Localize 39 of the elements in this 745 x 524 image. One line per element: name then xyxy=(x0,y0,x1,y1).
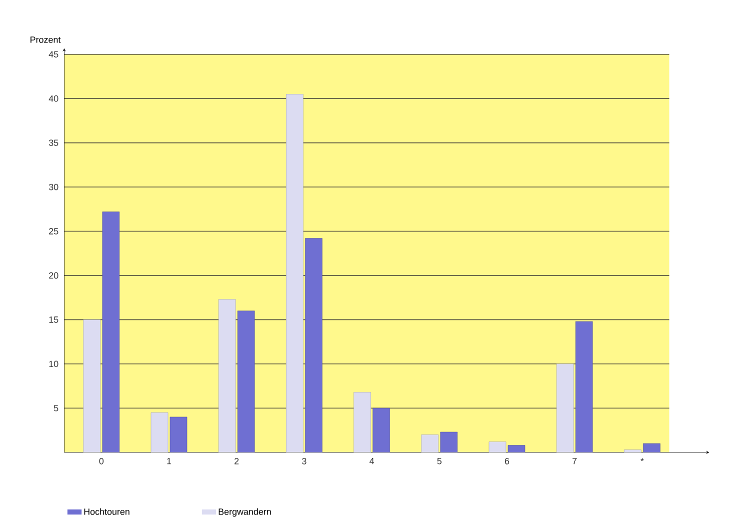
y-tick-label: 25 xyxy=(49,228,58,234)
bar xyxy=(575,321,593,452)
x-tick-label: 7 xyxy=(572,458,577,464)
y-tick-label: 15 xyxy=(49,316,58,323)
bar xyxy=(372,408,390,452)
bar xyxy=(421,434,439,452)
x-tick-label: 1 xyxy=(167,458,172,464)
x-tick-label: 4 xyxy=(370,458,374,464)
x-tick-label: 5 xyxy=(437,458,442,464)
y-axis-title: Prozent xyxy=(30,36,61,43)
bar xyxy=(83,320,101,452)
bar xyxy=(556,364,574,452)
legend-label: Hochtouren xyxy=(84,508,130,515)
y-tick-label: 40 xyxy=(48,95,58,102)
bar xyxy=(643,443,660,452)
x-tick-label: 2 xyxy=(234,458,239,464)
bar xyxy=(102,212,120,452)
bar xyxy=(508,445,526,452)
bar xyxy=(237,310,255,452)
bar xyxy=(488,442,506,452)
y-tick-label: 35 xyxy=(48,140,58,146)
y-tick-label: 20 xyxy=(49,272,58,279)
legend-label: Bergwandern xyxy=(218,508,271,517)
bar xyxy=(440,432,458,452)
x-tick-label: 0 xyxy=(99,458,104,464)
x-tick-label: 3 xyxy=(302,458,306,464)
bar xyxy=(305,238,322,452)
bar xyxy=(150,412,168,452)
y-tick-label: 30 xyxy=(48,184,58,190)
bar xyxy=(170,416,188,452)
y-tick-label: 5 xyxy=(54,404,58,412)
bar xyxy=(218,299,236,452)
bar xyxy=(354,392,371,452)
bar xyxy=(286,94,304,452)
x-tick-label: 6 xyxy=(504,458,510,464)
y-tick-label: 45 xyxy=(48,51,58,58)
bar xyxy=(624,450,642,452)
y-tick-label: 10 xyxy=(49,360,58,368)
x-tick-label: * xyxy=(640,458,644,462)
